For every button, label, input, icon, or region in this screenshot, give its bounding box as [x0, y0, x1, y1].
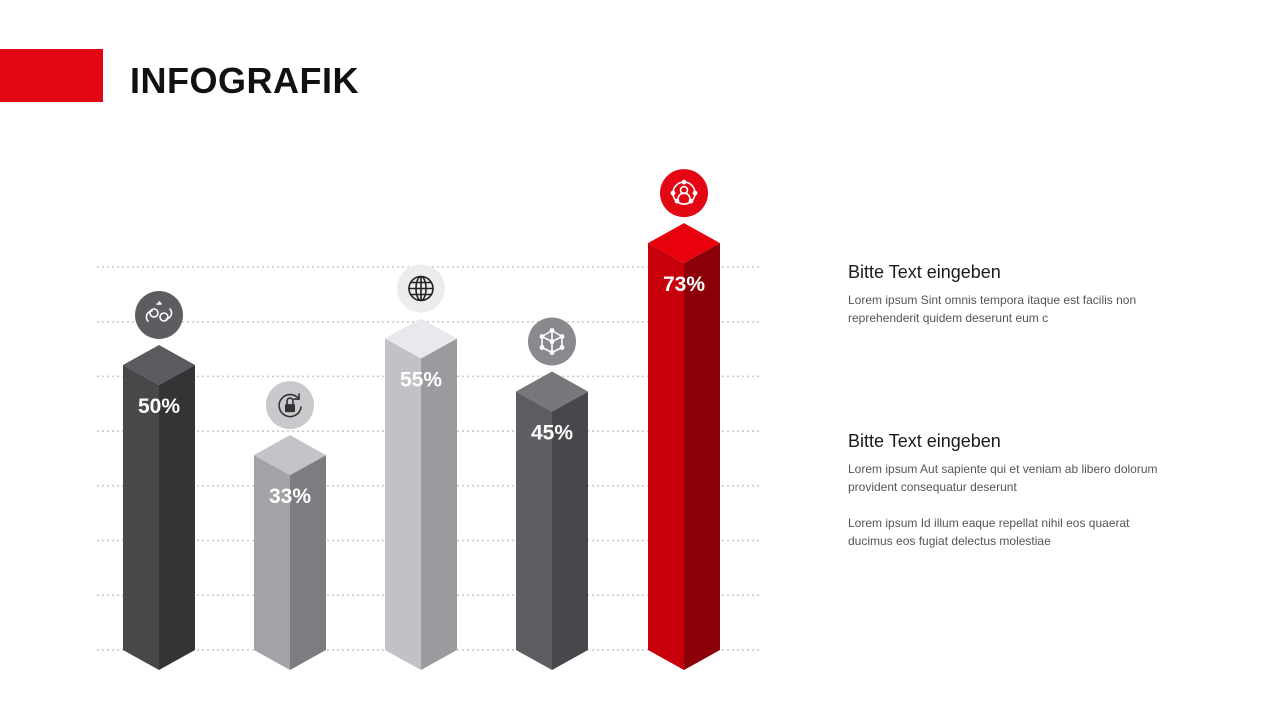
bar-right-face: [552, 391, 588, 670]
text-block-heading: Bitte Text eingeben: [848, 262, 1001, 282]
bar: 33%: [254, 381, 326, 670]
text-block-paragraph: Lorem ipsum Aut sapiente qui et veniam a…: [848, 462, 1158, 494]
globe-icon: [397, 264, 445, 313]
bar-right-face: [159, 365, 195, 670]
text-block-heading: Bitte Text eingeben: [848, 431, 1001, 451]
network-cube-icon: [528, 317, 576, 366]
text-block-paragraph: Lorem ipsum Sint omnis tempora itaque es…: [848, 293, 1137, 325]
icon-badge: [135, 291, 183, 339]
bar-right-face: [421, 338, 457, 670]
bar: 50%: [123, 291, 195, 670]
bar: 55%: [385, 264, 457, 670]
bar-right-face: [290, 455, 326, 670]
bar: 73%: [648, 169, 720, 670]
text-block-1: Bitte Text eingeben Lorem ipsum Sint omn…: [848, 262, 1168, 345]
bar-value-label: 33%: [269, 485, 311, 508]
bar-top-face: [516, 371, 588, 412]
bar-top-face: [385, 318, 457, 359]
bar-top-face: [648, 223, 720, 264]
lock-refresh-icon: [266, 381, 314, 430]
bar-left-face: [648, 243, 684, 670]
bar-value-label: 50%: [138, 395, 180, 418]
bar-left-face: [385, 338, 421, 670]
page-title: INFOGRAFIK: [130, 60, 359, 101]
bar-top-face: [254, 435, 326, 476]
bar-value-label: 45%: [531, 422, 573, 445]
bar-chart: 50% 33% 55% 45% 73%: [97, 169, 760, 670]
bar-right-face: [684, 243, 720, 670]
connected-user-icon: [660, 169, 708, 218]
text-block-paragraph: Lorem ipsum Id illum eaque repellat nihi…: [848, 516, 1130, 548]
bar-value-label: 73%: [663, 273, 705, 296]
bar-top-face: [123, 345, 195, 385]
accent-block: [0, 49, 103, 102]
bar: 45%: [516, 317, 588, 670]
bar-left-face: [516, 391, 552, 670]
bar-left-face: [123, 365, 159, 670]
text-block-2: Bitte Text eingeben Lorem ipsum Aut sapi…: [848, 431, 1168, 568]
bar-left-face: [254, 455, 290, 670]
people-exchange-icon: [135, 291, 183, 339]
bar-value-label: 55%: [400, 369, 442, 392]
